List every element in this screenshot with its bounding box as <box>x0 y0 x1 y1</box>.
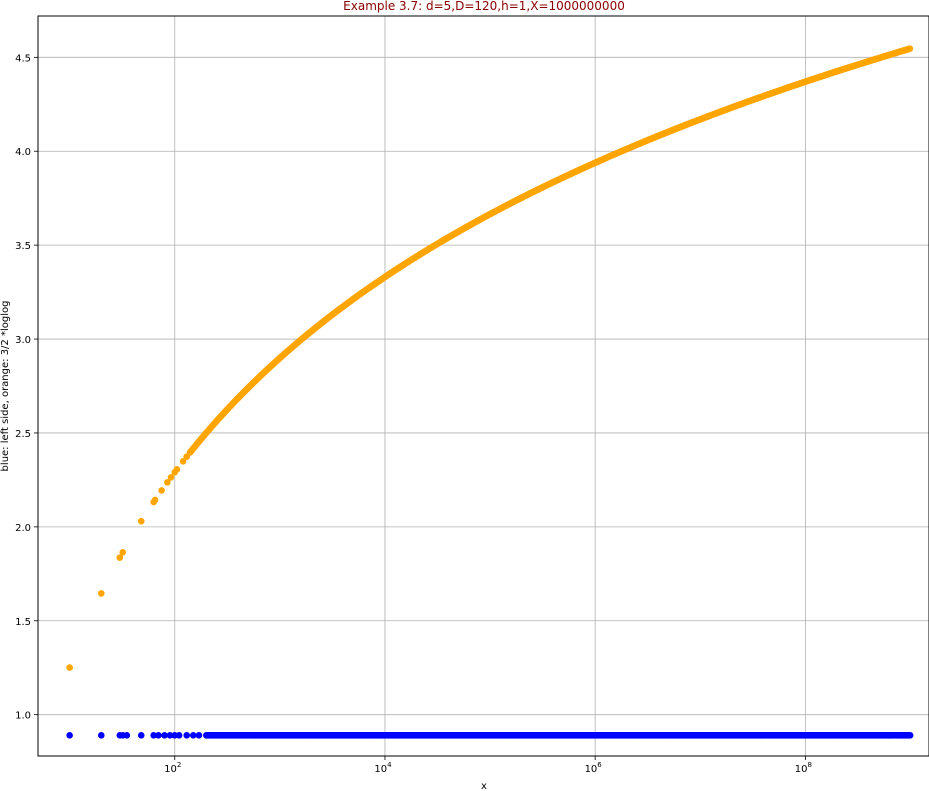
blue-point <box>137 732 145 739</box>
x-tick-label: 108 <box>795 761 812 775</box>
x-tick-label: 106 <box>585 761 603 775</box>
y-axis-ticks: 1.0 1.5 2.0 2.5 3.0 3.5 4.0 4.5 <box>15 53 38 722</box>
orange-point <box>119 549 127 556</box>
y-axis-label: blue: left side, orange: 3/2 *loglog <box>0 301 11 472</box>
blue-point <box>195 732 203 739</box>
orange-point <box>151 496 159 504</box>
y-tick-label: 1.5 <box>15 617 31 628</box>
x-tick-label-exponent: 2 <box>177 761 181 769</box>
y-tick-label: 4.5 <box>15 53 31 64</box>
chart-title: Example 3.7: d=5,D=120,h=1,X=1000000000 <box>343 0 625 13</box>
x-tick-label-exponent: 6 <box>597 761 602 769</box>
blue-point <box>175 732 183 739</box>
orange-point <box>116 554 124 561</box>
y-tick-label: 2.5 <box>15 429 31 440</box>
plot-frame <box>37 15 929 757</box>
blue-point <box>97 732 105 739</box>
orange-point <box>173 465 181 473</box>
blue-point <box>189 732 197 739</box>
blue-point <box>161 732 168 739</box>
orange-point <box>179 458 187 465</box>
blue-point <box>183 732 191 739</box>
blue-point <box>150 732 157 739</box>
y-tick-label: 1.0 <box>15 711 31 722</box>
orange-point <box>167 474 175 481</box>
blue-point <box>166 732 174 739</box>
orange-point <box>66 664 73 671</box>
y-tick-label: 3.0 <box>15 335 31 346</box>
blue-point <box>155 732 162 739</box>
orange-point <box>97 590 105 597</box>
x-tick-label-base: 10 <box>795 764 808 775</box>
grid <box>38 16 929 756</box>
x-tick-label-exponent: 4 <box>387 761 392 769</box>
y-tick-label: 3.5 <box>15 241 31 252</box>
orange-point <box>164 479 171 486</box>
x-tick-label-exponent: 8 <box>808 761 812 769</box>
x-axis-ticks: 102 104 106 108 <box>164 756 812 775</box>
x-tick-label-base: 10 <box>164 764 177 775</box>
blue-point <box>66 732 73 739</box>
x-tick-label: 104 <box>374 761 392 775</box>
orange-point <box>158 487 165 494</box>
blue-point <box>906 732 914 739</box>
x-tick-label: 102 <box>164 761 181 775</box>
x-tick-label-base: 10 <box>374 764 387 775</box>
series-orange <box>66 45 914 671</box>
y-tick-label: 4.0 <box>15 147 31 158</box>
y-tick-label: 2.0 <box>15 523 31 534</box>
orange-point <box>906 45 914 52</box>
series-blue <box>66 732 914 739</box>
x-axis-label: x <box>481 781 487 791</box>
orange-point <box>137 517 145 525</box>
blue-point <box>123 732 131 739</box>
x-tick-label-base: 10 <box>585 764 598 775</box>
